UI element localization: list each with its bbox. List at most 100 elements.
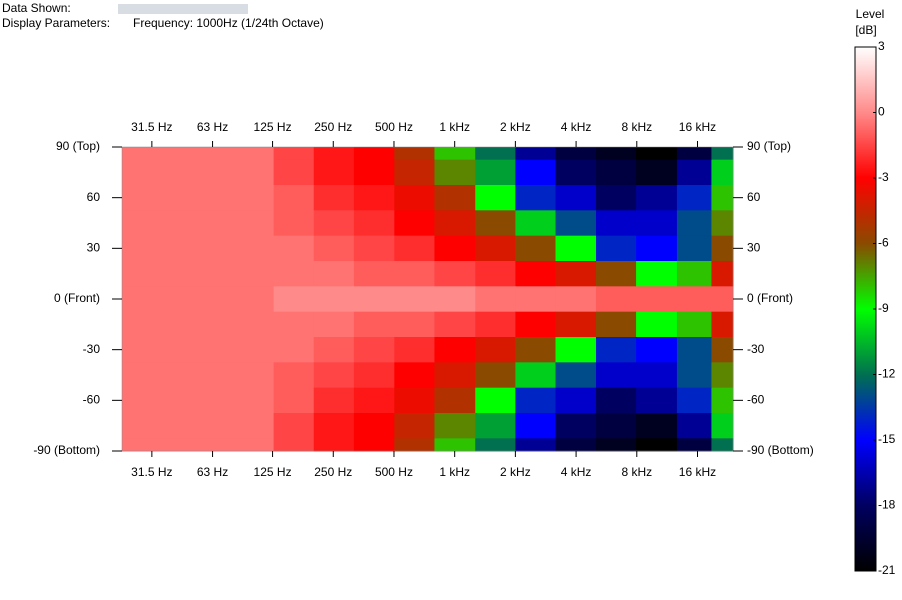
- heat-cell: [636, 185, 678, 211]
- heat-cell: [394, 159, 435, 186]
- heat-cell: [711, 311, 734, 338]
- heat-cell: [515, 438, 557, 452]
- x-tick-label-top: 16 kHz: [679, 120, 716, 134]
- heat-cell: [394, 235, 435, 262]
- heat-cell: [711, 438, 734, 452]
- heat-cell: [676, 147, 712, 161]
- heat-cell: [152, 387, 194, 414]
- heat-cell: [595, 286, 637, 313]
- heat-cell: [122, 438, 153, 452]
- heat-cell: [353, 185, 395, 211]
- heat-cell: [122, 185, 153, 211]
- heat-cell: [152, 159, 194, 186]
- heat-cell: [353, 147, 395, 161]
- heat-cell: [434, 387, 476, 414]
- heat-cell: [152, 235, 194, 262]
- heat-cell: [636, 159, 678, 186]
- heat-cell: [711, 185, 734, 211]
- heat-cell: [475, 235, 516, 262]
- x-tick-label-bottom: 250 Hz: [314, 465, 352, 479]
- heat-cell: [515, 413, 557, 439]
- heat-cell: [434, 261, 476, 287]
- heat-cell: [273, 147, 315, 161]
- heat-cell: [636, 311, 678, 338]
- heat-cell: [273, 438, 315, 452]
- heat-cell: [434, 362, 476, 389]
- heat-cell: [434, 438, 476, 452]
- heat-cell: [595, 147, 637, 161]
- heat-cell: [676, 185, 712, 211]
- colorbar-tick-label: -21: [878, 563, 896, 577]
- heat-cell: [595, 210, 637, 237]
- heat-cell: [711, 147, 734, 161]
- heat-cell: [152, 261, 194, 287]
- y-tick-label-right: 0 (Front): [747, 291, 793, 305]
- colorbar-tick-label: 0: [878, 105, 885, 119]
- x-tick-label-top: 31.5 Hz: [131, 120, 172, 134]
- heat-cell: [711, 362, 734, 389]
- y-tick-label-left: 30: [87, 241, 101, 255]
- colorbar: [854, 46, 877, 572]
- heat-cell: [273, 185, 315, 211]
- data-shown-label: Data Shown:: [2, 1, 71, 15]
- heat-cell: [273, 286, 315, 313]
- heat-cell: [122, 159, 153, 186]
- heat-cell: [515, 147, 557, 161]
- heat-cell: [394, 337, 435, 363]
- heat-cell: [636, 337, 678, 363]
- heat-cell: [313, 185, 355, 211]
- heat-cell: [555, 210, 597, 237]
- heat-cell: [152, 311, 194, 338]
- heat-cell: [152, 210, 194, 237]
- heat-cell: [515, 362, 557, 389]
- heat-cell: [636, 413, 678, 439]
- heat-cell: [313, 362, 355, 389]
- blurred-text: [118, 4, 248, 14]
- heat-cell: [595, 438, 637, 452]
- heat-cell: [122, 362, 153, 389]
- heat-cell: [711, 387, 734, 414]
- heat-cell: [475, 261, 516, 287]
- x-tick-label-bottom: 16 kHz: [679, 465, 716, 479]
- heat-cell: [353, 261, 395, 287]
- heat-cell: [152, 438, 194, 452]
- heat-cell: [475, 185, 516, 211]
- heat-cell: [475, 159, 516, 186]
- heat-cell: [232, 147, 275, 161]
- heat-cell: [636, 261, 678, 287]
- heat-cell: [152, 147, 194, 161]
- heat-cell: [122, 286, 153, 313]
- heat-cell: [636, 235, 678, 262]
- heat-cell: [711, 159, 734, 186]
- heat-cell: [636, 286, 678, 313]
- heat-cell: [434, 147, 476, 161]
- heat-cell: [232, 387, 275, 414]
- heat-cell: [555, 362, 597, 389]
- heat-cell: [595, 337, 637, 363]
- heat-cell: [152, 362, 194, 389]
- heat-cell: [676, 159, 712, 186]
- heat-cell: [232, 438, 275, 452]
- heat-cell: [555, 438, 597, 452]
- heat-cell: [394, 261, 435, 287]
- heat-cell: [676, 337, 712, 363]
- heat-cell: [313, 286, 355, 313]
- heat-cell: [232, 210, 275, 237]
- heat-cell: [434, 311, 476, 338]
- heat-cell: [676, 261, 712, 287]
- heat-cell: [313, 235, 355, 262]
- heat-cell: [475, 438, 516, 452]
- heat-cell: [313, 413, 355, 439]
- heat-cell: [353, 337, 395, 363]
- y-tick-label-right: -90 (Bottom): [747, 443, 814, 457]
- heat-cell: [676, 286, 712, 313]
- heat-cell: [434, 185, 476, 211]
- colorbar-unit: [dB]: [855, 23, 876, 37]
- heat-cell: [232, 261, 275, 287]
- heat-cell: [122, 387, 153, 414]
- heat-cell: [273, 159, 315, 186]
- heat-cell: [711, 286, 734, 313]
- y-tick-label-right: 30: [747, 241, 761, 255]
- heat-cell: [636, 147, 678, 161]
- x-tick-label-bottom: 63 Hz: [197, 465, 228, 479]
